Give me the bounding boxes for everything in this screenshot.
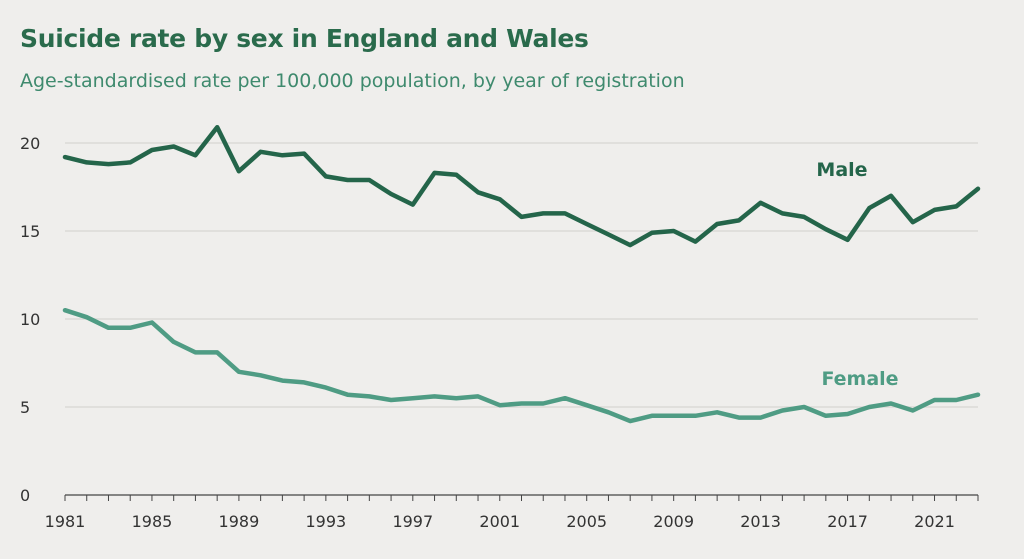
series-line-female — [62, 307, 981, 424]
x-tick-label: 2021 — [914, 512, 955, 531]
chart-subtitle: Age-standardised rate per 100,000 popula… — [20, 70, 685, 92]
x-tick-label: 2017 — [827, 512, 868, 531]
x-tick-label: 2009 — [653, 512, 694, 531]
x-tick-label: 1981 — [45, 512, 86, 531]
x-tick-label: 1993 — [305, 512, 346, 531]
y-tick-label: 0 — [20, 486, 30, 505]
x-tick-label: 2013 — [740, 512, 781, 531]
x-tick-label: 2005 — [566, 512, 607, 531]
y-tick-label: 20 — [20, 134, 40, 153]
series-label-male: Male — [816, 159, 867, 181]
y-tick-label: 10 — [20, 310, 40, 329]
x-tick-label: 1997 — [392, 512, 433, 531]
series-label-female: Female — [821, 368, 898, 390]
series-line-male — [62, 124, 981, 248]
x-tick-label: 1985 — [132, 512, 173, 531]
y-tick-label: 5 — [20, 398, 30, 417]
y-tick-label: 15 — [20, 222, 40, 241]
x-tick-label: 2001 — [479, 512, 520, 531]
chart-title: Suicide rate by sex in England and Wales — [20, 24, 589, 53]
x-tick-label: 1989 — [219, 512, 260, 531]
